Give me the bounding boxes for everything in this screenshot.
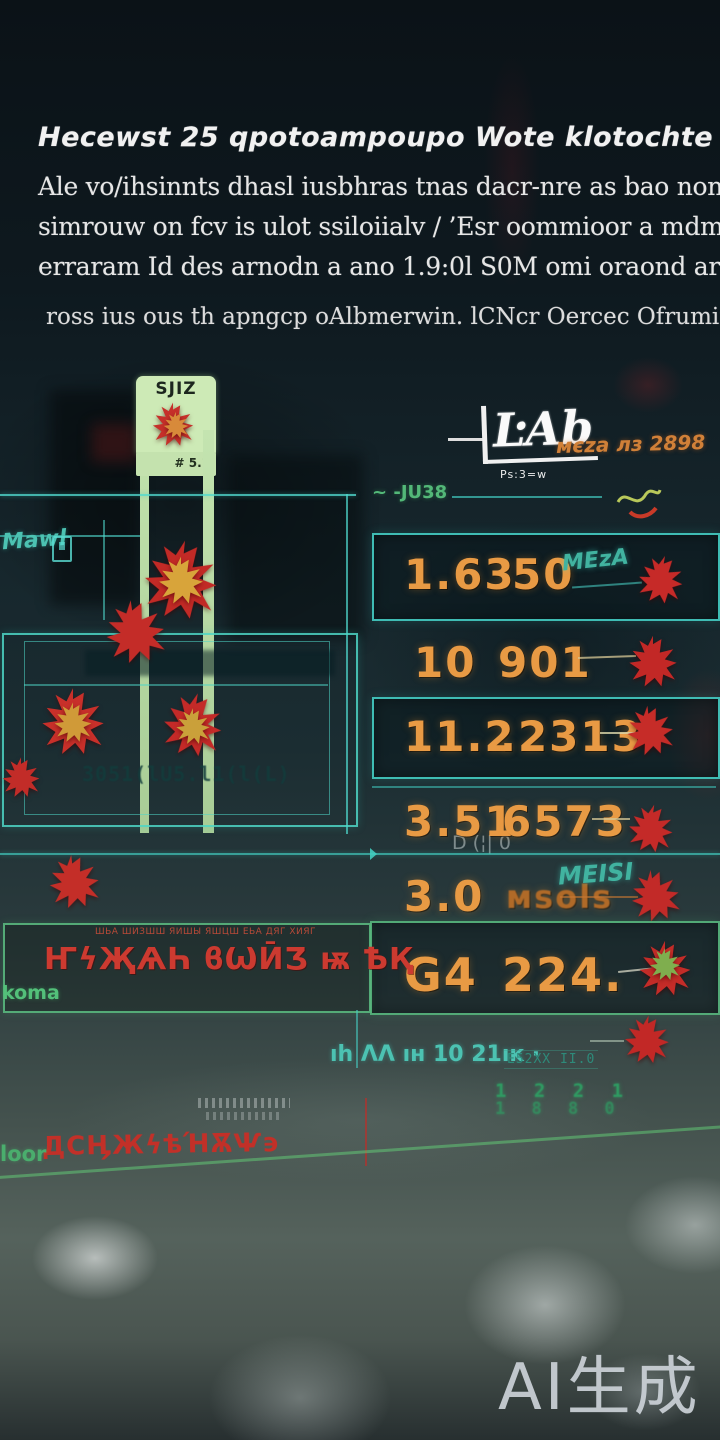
stat-value-secondary: .2313	[500, 712, 643, 761]
flame-icon	[631, 546, 690, 612]
flame-icon	[623, 862, 686, 928]
left-detection-inner-box	[24, 641, 330, 815]
stat-value-secondary: 50	[512, 550, 575, 599]
meta-label: ~ ‑JU38	[372, 482, 448, 503]
intro-line-1: Ale vo/ihsinnts dhasl iusbhras tnas dacr…	[38, 172, 720, 201]
intro-line-3: erraram Id des arnodn a ano 1.9:0l S0M o…	[38, 252, 720, 281]
stat-value-primary: 3.0	[404, 872, 485, 921]
tower-sign-sub-label: # 5.1	[174, 456, 211, 470]
sign-flame-icon	[162, 406, 190, 444]
stat-value-primary: 10	[414, 638, 477, 687]
ghost-glyphs: D (¦| 0	[452, 832, 512, 854]
digital-readout: E52XX II.0	[504, 1050, 599, 1069]
connector-line	[590, 1040, 624, 1042]
led-display-row1: 1 2 2 1	[495, 1080, 632, 1102]
marker-arrow	[370, 848, 377, 860]
connector-line	[600, 732, 642, 734]
ai-watermark: AI生成	[498, 1351, 701, 1425]
chip-icon	[52, 536, 72, 562]
hud-line	[103, 520, 105, 620]
flame-icon	[174, 700, 212, 752]
hud-line	[372, 786, 716, 788]
alert-main-text: ҤϟҖѦҺ ϐѠӢӠ ѭ ѢҚ	[44, 942, 414, 977]
footer-teal-text: ıh ΛΛ ıн 10 21ıĸ ·	[330, 1042, 541, 1067]
hud-line	[452, 496, 602, 498]
alert-box	[3, 923, 371, 1013]
logo-caption: Ps:3=w	[500, 468, 548, 481]
tower-leg-right	[203, 430, 214, 833]
code-readout: 3051(lU5.l1(l(L)	[82, 762, 291, 786]
background-red-glow	[92, 424, 137, 462]
hud-line	[356, 1010, 358, 1068]
left-detection-box	[2, 633, 358, 827]
flame-icon	[52, 694, 94, 750]
intro-line-2: simrouw on fcv is ulot ssiloiialv / ’Esr…	[38, 212, 720, 241]
logo-suffix: мєza лз 2898	[555, 430, 706, 458]
stat-value-primary: G4	[404, 948, 478, 1002]
alert-tiny-text: ШЬА ШИЗШШ ЯИШЫ ЯШЦШ ЕЬА ДЯГ ХИЯГ	[95, 927, 316, 937]
stat-value-secondary: 901	[498, 638, 592, 687]
hud-line	[24, 684, 328, 686]
stat-value-secondary: 6573	[502, 797, 627, 846]
flame-icon	[0, 746, 42, 808]
background-shadow	[50, 390, 140, 605]
connector-line	[592, 818, 630, 820]
stat-value-primary: 11.2	[404, 712, 516, 761]
hud-line	[0, 853, 720, 855]
bottom-red-text: ДСӉЖϟѣΉѪѰ϶	[41, 1127, 281, 1163]
stat-value-primary: 1.63	[404, 550, 516, 599]
flame-icon	[616, 1012, 677, 1066]
stat-value-primary: 3.51	[404, 797, 516, 846]
alert-corner-label: koma	[2, 982, 60, 1004]
dotted-panel	[198, 1098, 290, 1108]
flame-icon	[42, 839, 106, 922]
dotted-panel	[206, 1112, 282, 1120]
flame-icon	[626, 630, 680, 692]
squiggle-icon	[616, 489, 662, 519]
tower-sign-bar: # 5.1	[136, 452, 216, 476]
subtitle-line: ross ius ous th apngcp oAlbmerwin. lCNcr…	[46, 304, 720, 330]
flame-icon	[621, 699, 679, 760]
flame-icon	[96, 593, 175, 668]
flame-icon	[648, 944, 682, 984]
logo-dash	[448, 438, 484, 441]
red-vline	[365, 1098, 367, 1166]
hud-line	[346, 494, 348, 834]
background-shadow	[228, 455, 363, 640]
bottom-green-label: loor	[0, 1142, 47, 1166]
led-display-row2: 1 8 8 0	[495, 1099, 623, 1119]
stat-value-secondary: 224.	[502, 948, 624, 1002]
tower-sign-label: SJIZ	[155, 379, 197, 399]
connector-line	[560, 896, 638, 898]
hud-line	[0, 494, 356, 496]
tower-sign: SJIZ	[136, 376, 216, 454]
row-tag: MEISI	[557, 857, 635, 891]
background-glyph-band	[85, 650, 335, 676]
page-title: Hecewst 25 qpotoampoupo Wote klotochte	[38, 122, 714, 153]
flame-icon	[622, 797, 679, 859]
